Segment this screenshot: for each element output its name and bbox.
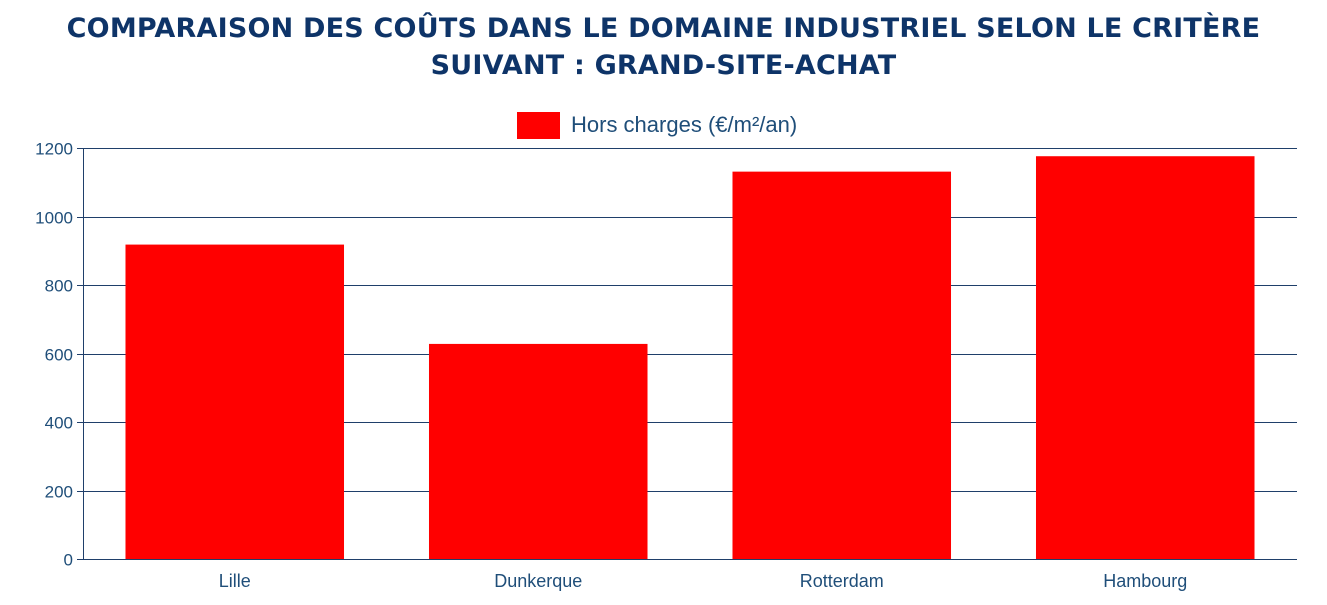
y-tick-label: 1200: [35, 140, 73, 159]
legend: Hors charges (€/m²/an): [517, 112, 797, 139]
y-tick-label: 800: [45, 277, 73, 296]
legend-swatch: [517, 112, 560, 139]
bar-hambourg: [1035, 156, 1255, 559]
x-tick-label: Dunkerque: [494, 571, 582, 591]
chart-title: COMPARAISON DES COÛTS DANS LE DOMAINE IN…: [0, 10, 1327, 84]
legend-label: Hors charges (€/m²/an): [571, 112, 797, 137]
y-tick-label: 1000: [35, 209, 73, 228]
bars: [125, 156, 1255, 559]
y-tick-label: 200: [45, 483, 73, 502]
y-axis: 0 200 400 600 800 1000 1200: [35, 140, 84, 570]
x-axis: Lille Dunkerque Rotterdam Hambourg: [219, 571, 1188, 591]
y-tick-label: 400: [45, 414, 73, 433]
y-tick-label: 600: [45, 346, 73, 365]
x-tick-label: Hambourg: [1103, 571, 1187, 591]
bar-rotterdam: [732, 171, 952, 559]
y-tick-label: 0: [64, 551, 73, 570]
x-tick-label: Rotterdam: [800, 571, 884, 591]
chart-title-line-1: COMPARAISON DES COÛTS DANS LE DOMAINE IN…: [66, 13, 1261, 44]
bar-lille: [125, 244, 345, 559]
chart-title-line-2: SUIVANT : GRAND-SITE-ACHAT: [430, 50, 897, 81]
bar-dunkerque: [428, 343, 648, 559]
x-tick-label: Lille: [219, 571, 251, 591]
